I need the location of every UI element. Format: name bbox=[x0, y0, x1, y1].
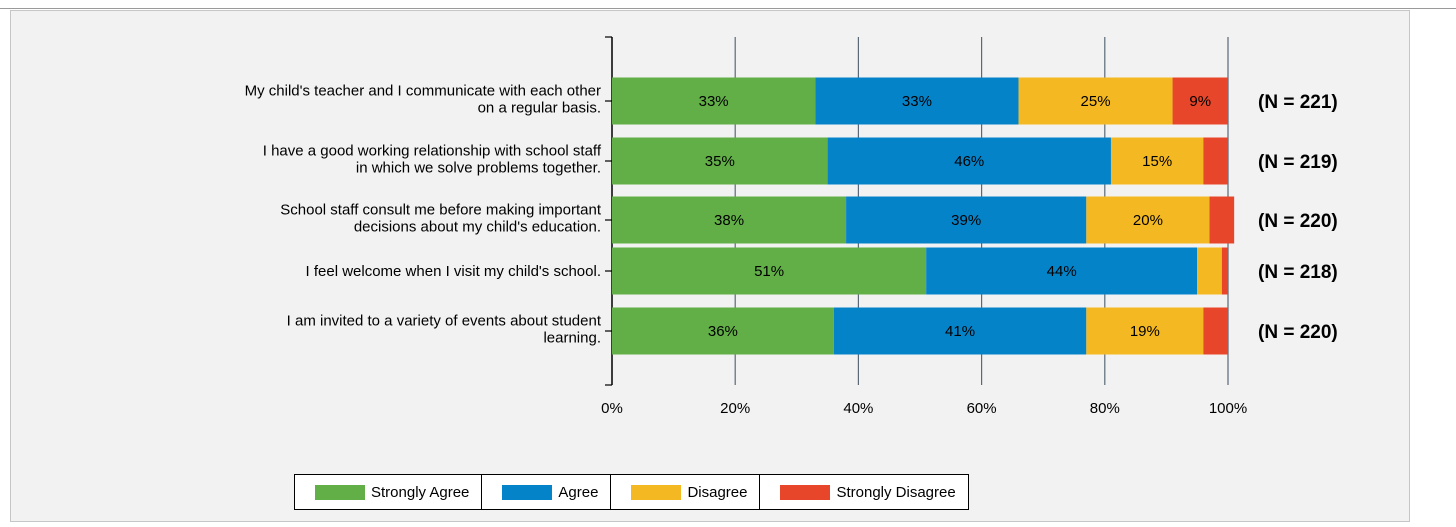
data-label: 15% bbox=[1142, 153, 1172, 170]
x-tick-label: 40% bbox=[843, 400, 873, 417]
n-label: (N = 218) bbox=[1258, 262, 1338, 283]
bar-segment bbox=[1197, 247, 1222, 295]
legend-swatch-strongly-disagree bbox=[780, 484, 831, 500]
axes bbox=[605, 36, 613, 386]
data-label: 44% bbox=[1047, 263, 1077, 280]
bar-segment bbox=[1203, 137, 1228, 185]
bar-segment bbox=[612, 307, 834, 355]
bar-segment bbox=[1086, 196, 1210, 244]
bar-segment bbox=[1086, 307, 1204, 355]
bar-segment bbox=[846, 196, 1087, 244]
bar-segment bbox=[815, 77, 1019, 125]
category-label: School staff consult me before making im… bbox=[280, 202, 602, 219]
data-label: 9% bbox=[1189, 93, 1211, 110]
bar-segment bbox=[1110, 137, 1204, 185]
n-label: (N = 221) bbox=[1258, 92, 1338, 113]
bar-segment bbox=[612, 196, 847, 244]
category-label: I feel welcome when I visit my child's s… bbox=[306, 263, 601, 280]
category-label: I have a good working relationship with … bbox=[263, 143, 602, 160]
data-label: 38% bbox=[714, 212, 744, 229]
bar-segment bbox=[833, 307, 1087, 355]
x-tick-label: 60% bbox=[967, 400, 997, 417]
data-label: 35% bbox=[705, 153, 735, 170]
bar-segment bbox=[1221, 247, 1228, 295]
category-label: learning. bbox=[543, 330, 601, 347]
legend-label-agree: Agree bbox=[558, 483, 599, 501]
legend-swatch-strongly-agree bbox=[315, 484, 365, 500]
legend: Strongly Agree Agree Disagree Strongly D… bbox=[294, 474, 969, 510]
n-label: (N = 219) bbox=[1258, 152, 1338, 173]
bar-segment bbox=[1172, 77, 1228, 125]
data-label: 39% bbox=[951, 212, 981, 229]
bar-segment bbox=[827, 137, 1111, 185]
data-label: 20% bbox=[1133, 212, 1163, 229]
category-label: decisions about my child's education. bbox=[354, 219, 601, 236]
bar-segment bbox=[926, 247, 1198, 295]
data-label: 33% bbox=[902, 93, 932, 110]
data-label: 51% bbox=[754, 263, 784, 280]
category-label: in which we solve problems together. bbox=[356, 160, 601, 177]
labels: 0% 20% 40% 60% 80% 100% 33% 33% 25% 9% My child's … bbox=[245, 83, 1338, 418]
legend-swatch-agree bbox=[502, 484, 553, 500]
bar-segment bbox=[612, 77, 816, 125]
category-label: I am invited to a variety of events abou… bbox=[287, 313, 602, 330]
x-tick-label: 80% bbox=[1090, 400, 1120, 417]
legend-label-strongly-agree: Strongly Agree bbox=[371, 483, 470, 501]
legend-item-strongly-agree: Strongly Agree bbox=[295, 475, 483, 509]
bar-segment bbox=[1209, 196, 1235, 244]
legend-item-disagree: Disagree bbox=[611, 475, 761, 509]
data-label: 33% bbox=[699, 93, 729, 110]
legend-label-strongly-disagree: Strongly Disagree bbox=[836, 483, 956, 501]
legend-label-disagree: Disagree bbox=[687, 483, 748, 501]
bar-segment bbox=[612, 137, 828, 185]
x-tick-label: 0% bbox=[601, 400, 623, 417]
data-label: 46% bbox=[954, 153, 984, 170]
bar-segment bbox=[612, 247, 927, 295]
bar-segment bbox=[1018, 77, 1173, 125]
data-label: 41% bbox=[945, 323, 975, 340]
n-label: (N = 220) bbox=[1258, 322, 1338, 343]
window-top-border bbox=[0, 0, 1456, 9]
n-label: (N = 220) bbox=[1258, 211, 1338, 232]
data-label: 25% bbox=[1081, 93, 1111, 110]
data-label: 36% bbox=[708, 323, 738, 340]
bar-segment bbox=[1203, 307, 1228, 355]
category-label: My child's teacher and I communicate wit… bbox=[245, 83, 601, 100]
legend-item-strongly-disagree: Strongly Disagree bbox=[760, 475, 967, 509]
x-tick-label: 100% bbox=[1209, 400, 1247, 417]
bars bbox=[612, 77, 1235, 355]
legend-swatch-disagree bbox=[631, 484, 682, 500]
data-label: 19% bbox=[1130, 323, 1160, 340]
x-tick-label: 20% bbox=[720, 400, 750, 417]
category-label: on a regular basis. bbox=[478, 100, 601, 117]
legend-item-agree: Agree bbox=[482, 475, 612, 509]
